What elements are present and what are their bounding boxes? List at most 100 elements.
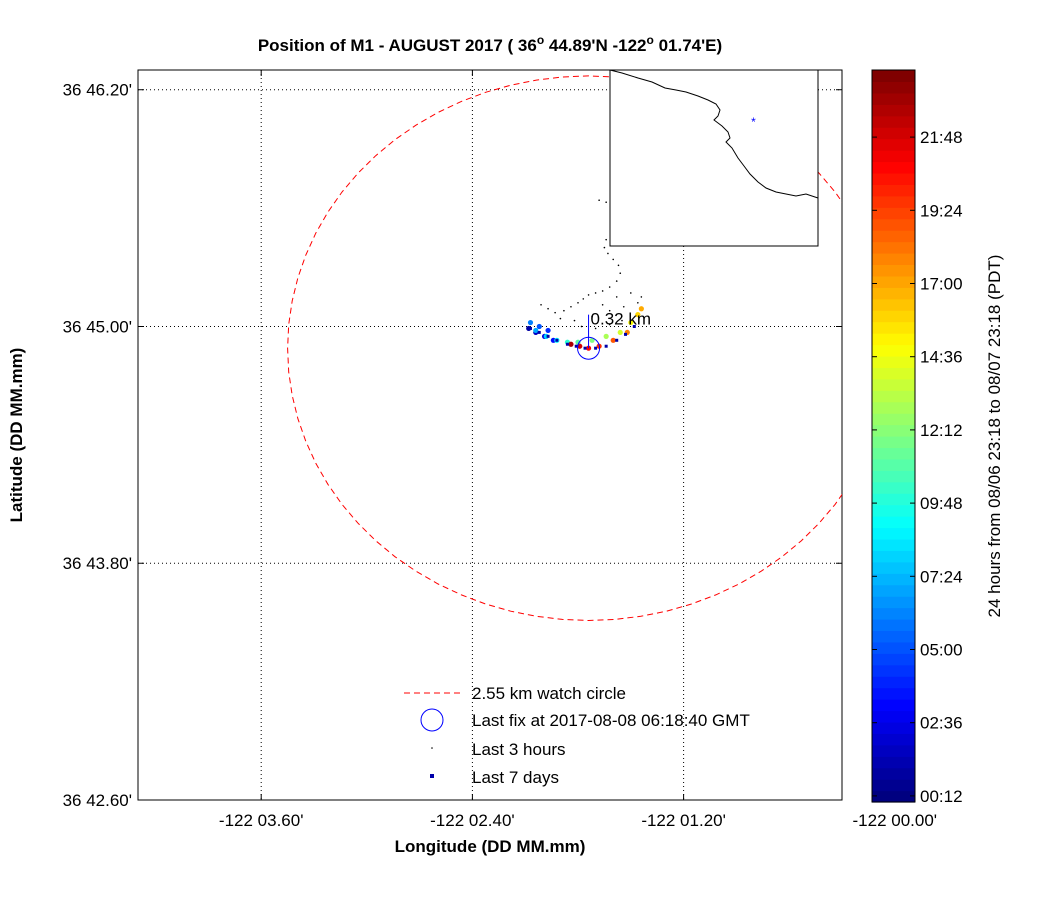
last-3-hours-point — [563, 309, 565, 312]
x-tick-label: -122 02.40' — [430, 811, 515, 830]
last-3-hours-point — [619, 272, 622, 275]
scatter-point — [527, 319, 534, 326]
colorbar-band — [872, 481, 915, 494]
colorbar-band — [872, 779, 915, 792]
scatter-point — [568, 341, 574, 347]
colorbar-tick-label: 02:36 — [920, 714, 963, 733]
colorbar-band — [872, 630, 915, 643]
last-3-hours-point — [587, 294, 590, 296]
colorbar-band — [872, 70, 915, 83]
last-7-days-point — [615, 338, 619, 342]
x-axis-ticks: -122 03.60' -122 02.40' -122 01.20' -122 00… — [219, 70, 937, 830]
scatter-point — [638, 306, 644, 312]
y-axis-label: Latitude (DD MM.mm) — [7, 348, 26, 523]
x-tick-label: -122 01.20' — [641, 811, 726, 830]
last-7-days-point — [528, 326, 532, 330]
colorbar-band — [872, 275, 915, 288]
colorbar-band — [872, 401, 915, 414]
colorbar-tick-label: 19:24 — [920, 201, 963, 220]
colorbar-band — [872, 310, 915, 323]
last-3-hours-point — [608, 309, 611, 312]
last-3-hours-point — [605, 238, 607, 241]
colorbar-band — [872, 584, 915, 597]
x-tick-label: -122 00.00' — [853, 811, 938, 830]
last-3-hours-point — [603, 246, 606, 249]
legend-last-3-hours-label: Last 3 hours — [472, 740, 566, 759]
inset-coastline — [609, 69, 819, 199]
colorbar-band — [872, 767, 915, 780]
scatter-point — [603, 333, 609, 339]
colorbar-band — [872, 333, 915, 346]
colorbar-band — [872, 413, 915, 426]
colorbar-band — [872, 504, 915, 517]
last-3-hours-point — [615, 280, 618, 282]
last-3-hours-point — [615, 296, 618, 298]
last-7-days-track — [528, 324, 636, 350]
colorbar-band — [872, 218, 915, 231]
colorbar-band — [872, 424, 915, 437]
chart-title: Position of M1 - AUGUST 2017 ( 36o 44.89… — [258, 33, 722, 55]
scatter-point — [575, 339, 581, 345]
colorbar-band — [872, 92, 915, 105]
last-3-hours-point — [577, 302, 579, 304]
colorbar-band — [872, 241, 915, 254]
last-3-hours-point — [573, 319, 576, 322]
last-3-hours-point — [622, 305, 625, 308]
colorbar-band — [872, 138, 915, 151]
colorbar-band — [872, 195, 915, 208]
colorbar-band — [872, 699, 915, 712]
colorbar-band — [872, 150, 915, 163]
colorbar-band — [872, 161, 915, 174]
colorbar-band — [872, 641, 915, 654]
x-tick-label: -122 03.60' — [219, 811, 304, 830]
last-3-hours-point — [621, 319, 623, 322]
colorbar-band — [872, 687, 915, 700]
colorbar-band — [872, 390, 915, 403]
last-7-days-point — [583, 346, 587, 350]
last-3-hours-point — [608, 286, 611, 288]
colorbar-band — [872, 378, 915, 391]
colorbar-band — [872, 230, 915, 243]
colorbar-band — [872, 561, 915, 574]
scatter-point — [545, 327, 551, 334]
last-3-hours-point — [617, 264, 620, 267]
last-3-hours-point — [612, 258, 614, 261]
last-3-hours-point — [594, 327, 597, 330]
colorbar-ticks: 00:12 02:36 05:00 07:24 09:48 12:12 14:36 17:00… — [872, 128, 963, 806]
colorbar-tick-label: 05:00 — [920, 641, 963, 660]
y-tick-label: 36 45.00' — [63, 317, 132, 336]
colorbar-band — [872, 367, 915, 380]
colorbar-tick-label: 12:12 — [920, 421, 963, 440]
last-7-days-point — [632, 324, 636, 328]
last-3-hours-point — [605, 201, 607, 203]
legend-last-3-hours-swatch — [431, 747, 433, 749]
last-7-days-point — [565, 342, 569, 346]
colorbar-band — [872, 573, 915, 586]
colorbar-band — [872, 550, 915, 563]
last-3-hours-points — [540, 199, 643, 330]
last-3-hours-point — [554, 311, 556, 314]
colorbar-band — [872, 264, 915, 277]
legend-last-fix-label: Last fix at 2017-08-08 06:18:40 GMT — [472, 711, 750, 730]
last-3-hours-point — [598, 199, 600, 202]
last-7-days-point — [537, 330, 541, 334]
scatter-point — [617, 329, 623, 336]
last-7-days-point — [555, 338, 559, 342]
last-3-hours-point — [580, 325, 583, 328]
last-3-hours-point — [582, 298, 585, 300]
y-tick-label: 36 46.20' — [63, 81, 132, 100]
colorbar-band — [872, 790, 915, 803]
last-3-hours-point — [637, 302, 639, 304]
legend-last-7-days-swatch — [430, 774, 434, 778]
last-3-hours-point — [591, 315, 593, 318]
legend-watch-circle-label: 2.55 km watch circle — [472, 684, 626, 703]
colorbar-band — [872, 127, 915, 140]
last-3-hours-point — [594, 292, 597, 294]
colorbar-band — [872, 447, 915, 460]
colorbar-band — [872, 207, 915, 220]
scatter-point — [533, 327, 539, 334]
colorbar-band — [872, 733, 915, 746]
colorbar-band — [872, 321, 915, 334]
y-tick-label: 36 42.60' — [63, 791, 132, 810]
colorbar-band — [872, 607, 915, 620]
